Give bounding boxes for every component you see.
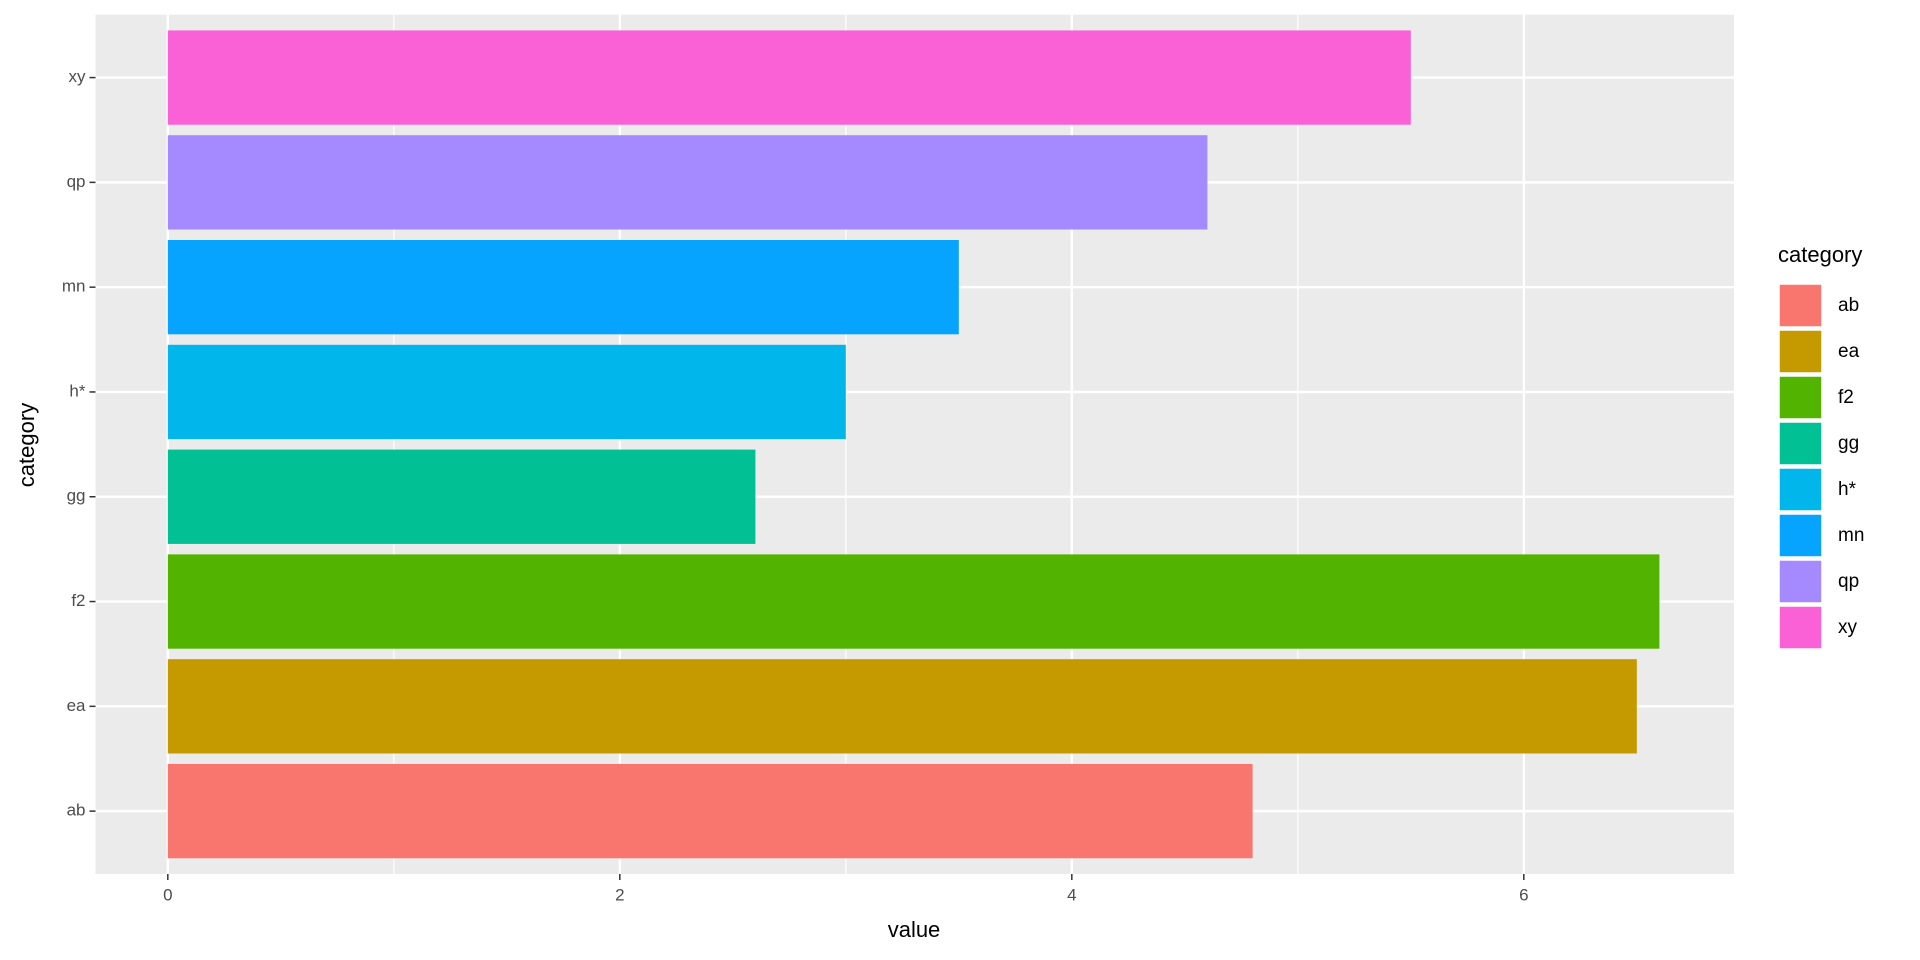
y-tick-label: qp <box>67 172 86 191</box>
bar <box>167 763 1253 859</box>
y-tick-label: h* <box>69 381 85 400</box>
y-tick-label: ab <box>67 801 86 820</box>
legend-key <box>1778 467 1823 512</box>
bar <box>167 449 756 544</box>
legend-key <box>1778 375 1823 420</box>
x-tick-label: 2 <box>615 885 624 904</box>
legend-label: mn <box>1838 525 1864 546</box>
legend-key <box>1778 421 1823 466</box>
legend-key <box>1778 329 1823 374</box>
bar <box>167 659 1637 754</box>
y-tick-label: ea <box>67 696 86 715</box>
y-tick-label: f2 <box>71 591 85 610</box>
legend-key <box>1778 513 1823 558</box>
legend-key <box>1778 559 1823 604</box>
legend-key <box>1778 283 1823 328</box>
y-tick-label: gg <box>67 486 86 505</box>
legend-label: xy <box>1838 617 1858 638</box>
legend-label: ea <box>1838 341 1860 362</box>
bar <box>167 135 1208 230</box>
y-tick-label: xy <box>69 67 87 86</box>
bar <box>167 344 846 440</box>
legend-label: h* <box>1838 479 1857 500</box>
bar <box>167 240 959 335</box>
bar <box>167 554 1660 649</box>
legend-label: gg <box>1838 433 1859 454</box>
bar <box>167 30 1411 125</box>
x-tick-label: 6 <box>1519 885 1528 904</box>
x-axis-title: value <box>888 917 941 942</box>
x-tick-label: 0 <box>163 885 172 904</box>
legend-label: f2 <box>1838 387 1854 408</box>
legend-label: ab <box>1838 295 1859 316</box>
x-tick-label: 4 <box>1067 885 1076 904</box>
legend-title: category <box>1778 242 1862 267</box>
legend-key <box>1778 605 1823 650</box>
y-axis-title: category <box>14 403 39 487</box>
legend-label: qp <box>1838 571 1859 592</box>
y-tick-label: mn <box>62 277 86 296</box>
